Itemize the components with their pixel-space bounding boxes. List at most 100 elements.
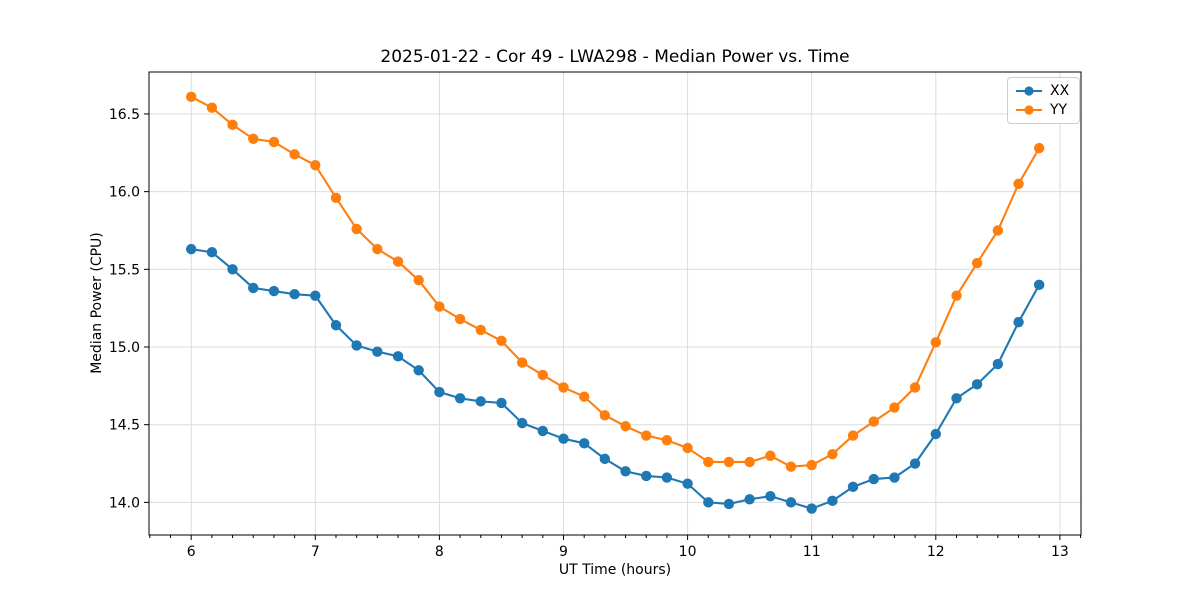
y-tick-label: 14.0: [109, 495, 140, 511]
x-tick-label: 12: [927, 544, 945, 560]
data-point-marker-xx: [889, 472, 900, 483]
data-point-marker-yy: [537, 369, 548, 381]
legend-item-xx: XX: [1016, 83, 1069, 99]
legend-item-yy: YY: [1016, 102, 1069, 118]
data-point-marker-yy: [475, 324, 486, 336]
data-point-marker-xx: [516, 417, 528, 429]
x-tick-label: 9: [559, 544, 568, 560]
y-tick-label: 15.5: [109, 262, 140, 278]
data-point-marker-yy: [206, 102, 218, 113]
data-point-marker-xx: [992, 358, 1004, 370]
data-point-marker-xx: [1033, 279, 1045, 291]
data-point-marker-yy: [227, 119, 238, 131]
data-point-marker-yy: [310, 160, 321, 171]
x-tick-label: 8: [435, 544, 444, 560]
data-point-marker-yy: [661, 435, 673, 446]
data-point-marker-yy: [868, 416, 879, 427]
data-point-marker-yy: [392, 256, 404, 267]
legend-line-marker-icon: [1016, 105, 1042, 115]
data-point-marker-xx: [847, 481, 859, 493]
x-tick-label: 11: [803, 544, 821, 560]
data-point-marker-xx: [765, 490, 776, 502]
data-point-marker-yy: [723, 456, 735, 468]
data-point-marker-xx: [951, 393, 962, 404]
data-point-marker-yy: [951, 290, 962, 301]
data-point-marker-yy: [847, 430, 859, 441]
data-point-marker-xx: [806, 503, 817, 514]
y-tick-label: 16.0: [109, 185, 140, 201]
data-point-marker-xx: [537, 425, 548, 437]
data-point-marker-xx: [930, 428, 942, 440]
data-point-marker-xx: [599, 453, 611, 465]
data-point-marker-xx: [661, 472, 673, 483]
data-point-marker-xx: [682, 478, 693, 489]
y-axis-label: Median Power (CPU): [89, 232, 105, 374]
data-point-marker-yy: [454, 313, 466, 325]
legend: XX YY: [1007, 77, 1081, 124]
data-point-marker-xx: [744, 494, 755, 505]
data-point-marker-xx: [620, 466, 631, 477]
data-point-marker-xx: [475, 396, 486, 407]
data-point-marker-xx: [351, 340, 362, 351]
data-point-marker-yy: [992, 225, 1004, 236]
data-point-marker-yy: [889, 402, 900, 413]
x-tick-label: 13: [1051, 544, 1069, 560]
data-point-marker-xx: [703, 497, 714, 508]
data-point-marker-xx: [827, 495, 838, 507]
data-point-marker-yy: [1013, 178, 1024, 190]
legend-item-label: XX: [1050, 83, 1070, 99]
data-point-marker-yy: [971, 257, 983, 269]
data-point-marker-yy: [268, 136, 280, 148]
data-point-marker-xx: [330, 320, 342, 331]
data-point-marker-yy: [930, 337, 942, 348]
data-point-marker-xx: [310, 290, 321, 301]
data-point-marker-xx: [868, 473, 879, 485]
y-tick-label: 15.0: [109, 340, 140, 356]
data-point-marker-xx: [413, 365, 424, 376]
x-axis-label: UT Time (hours): [558, 562, 672, 578]
series-line-yy: [190, 95, 1041, 468]
data-point-marker-xx: [289, 288, 300, 300]
data-point-marker-yy: [744, 456, 755, 468]
data-point-marker-xx: [206, 247, 218, 258]
data-point-marker-xx: [268, 285, 280, 297]
data-point-marker-yy: [765, 450, 776, 461]
x-tick-label: 10: [679, 544, 697, 560]
data-point-marker-xx: [248, 282, 259, 294]
data-point-marker-xx: [392, 351, 404, 362]
data-point-marker-yy: [785, 461, 797, 472]
data-point-marker-xx: [496, 397, 507, 409]
data-point-marker-yy: [496, 335, 507, 346]
data-point-marker-yy: [330, 192, 342, 204]
data-point-marker-yy: [434, 301, 445, 312]
legend-item-label: YY: [1050, 102, 1068, 118]
data-point-marker-xx: [1013, 316, 1024, 328]
data-point-marker-xx: [434, 386, 445, 398]
data-point-marker-xx: [185, 243, 197, 255]
data-point-marker-yy: [248, 133, 259, 145]
data-point-marker-yy: [641, 430, 652, 441]
data-point-marker-yy: [558, 382, 569, 393]
data-point-marker-yy: [827, 449, 838, 460]
data-point-marker-yy: [516, 357, 528, 368]
data-point-marker-yy: [599, 410, 611, 421]
data-point-marker-xx: [641, 470, 652, 482]
y-tick-label: 16.5: [109, 107, 140, 123]
data-point-marker-xx: [909, 458, 921, 469]
series-line-xx: [190, 248, 1041, 510]
data-point-marker-yy: [351, 223, 362, 235]
data-point-marker-yy: [703, 456, 714, 468]
data-point-marker-yy: [909, 382, 921, 393]
data-point-marker-yy: [289, 149, 300, 160]
data-point-marker-yy: [579, 391, 590, 402]
data-point-marker-xx: [971, 379, 983, 390]
data-point-marker-yy: [1033, 142, 1045, 154]
data-point-marker-xx: [227, 264, 238, 275]
data-point-marker-xx: [723, 498, 735, 510]
y-tick-label: 14.5: [109, 418, 140, 434]
data-point-marker-xx: [558, 433, 569, 444]
data-point-marker-yy: [620, 421, 631, 432]
data-point-marker-xx: [785, 497, 797, 508]
data-point-marker-yy: [806, 459, 817, 471]
